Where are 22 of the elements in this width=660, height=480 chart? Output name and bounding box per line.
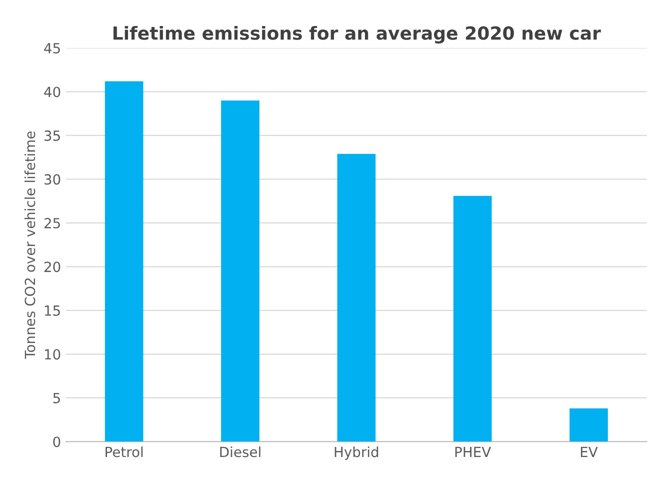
x-tick-label: Petrol bbox=[106, 446, 143, 458]
y-tick-label: 40 bbox=[44, 86, 60, 98]
bar bbox=[221, 100, 260, 442]
x-tick-label: PHEV bbox=[455, 446, 491, 458]
y-tick-label: 5 bbox=[53, 393, 60, 404]
y-tick-label: 30 bbox=[44, 174, 60, 185]
x-tick-label: EV bbox=[580, 446, 598, 458]
bar bbox=[104, 81, 144, 442]
bar bbox=[570, 408, 608, 442]
chart-title: Lifetime emissions for an average 2020 new car bbox=[114, 26, 601, 44]
y-tick-label: 45 bbox=[44, 43, 60, 54]
y-axis-title: Tonnes CO2 over vehicle lifetime bbox=[24, 131, 36, 359]
bar bbox=[453, 196, 492, 442]
y-tick-label: 35 bbox=[44, 130, 60, 141]
y-tick-label: 15 bbox=[44, 306, 60, 316]
y-tick-label: 25 bbox=[44, 218, 60, 228]
y-tick-label: 10 bbox=[44, 349, 60, 360]
x-tick-label: Diesel bbox=[220, 446, 260, 458]
y-tick-label: 0 bbox=[53, 436, 60, 448]
bar bbox=[337, 154, 376, 442]
x-tick-label: Hybrid bbox=[334, 446, 378, 460]
y-tick-label: 20 bbox=[44, 262, 60, 272]
